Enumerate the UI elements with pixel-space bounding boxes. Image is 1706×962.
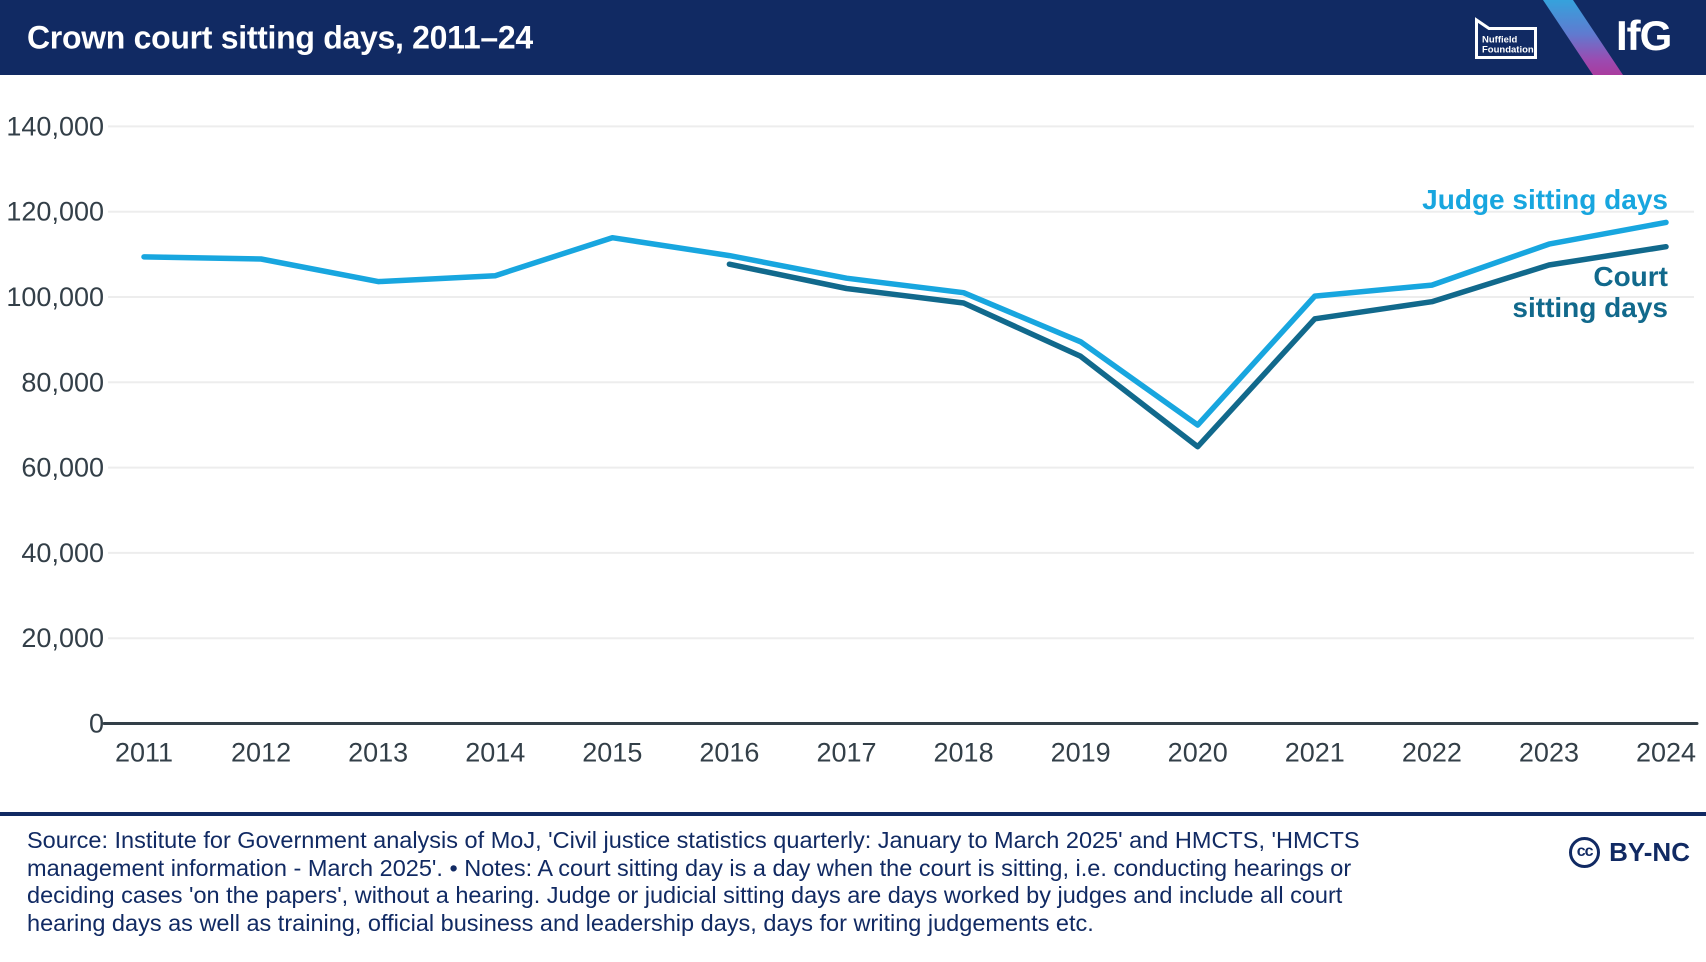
license-label: BY-NC: [1609, 837, 1690, 867]
footer: Source: Institute for Government analysi…: [0, 812, 1706, 962]
source-line-2: management information - March 2025'. • …: [27, 854, 1352, 881]
nuffield-logo-text-line1: Nuffield: [1482, 35, 1518, 46]
nuffield-foundation-logo: Nuffield Foundation: [1475, 17, 1537, 59]
source-notes-text: Source: Institute for Government analysi…: [27, 827, 1507, 937]
y-tick-label: 140,000: [6, 111, 104, 141]
series-label-court-line1: Court: [1593, 261, 1668, 292]
x-tick-label: 2015: [582, 738, 642, 768]
series-line-judge-sitting-days: [141, 219, 1669, 428]
title-bar: Crown court sitting days, 2011–24 Nuffie…: [0, 0, 1706, 75]
x-tick-label: 2021: [1285, 738, 1345, 768]
y-tick-label: 60,000: [21, 453, 104, 483]
x-tick-label: 2014: [465, 738, 525, 768]
x-tick-label: 2019: [1051, 738, 1111, 768]
x-tick-label: 2016: [699, 738, 759, 768]
y-tick-label: 100,000: [6, 282, 104, 312]
x-tick-label: 2020: [1168, 738, 1228, 768]
series-line-court-sitting-days: [726, 243, 1669, 450]
series-label-court-line2: sitting days: [1512, 292, 1668, 323]
x-tick-label: 2012: [231, 738, 291, 768]
x-tick-label: 2018: [934, 738, 994, 768]
series-label-court-sitting-days: Court sitting days: [1512, 261, 1668, 323]
source-line-3: deciding cases 'on the papers', without …: [27, 882, 1343, 908]
x-tick-label: 2011: [115, 738, 173, 768]
x-tick-label: 2013: [348, 738, 408, 768]
source-line-1: Source: Institute for Government analysi…: [27, 827, 1360, 853]
creative-commons-icon: cc: [1569, 837, 1601, 868]
y-tick-label: 80,000: [21, 367, 104, 397]
chart-area: 0 20,000 40,000 60,000 80,000 100,000 120,000 1…: [0, 75, 1706, 812]
y-tick-label: 0: [89, 709, 104, 739]
chart-svg: 0 20,000 40,000 60,000 80,000 100,000 120,000 1…: [6, 111, 1699, 768]
nuffield-logo-text-line2: Foundation: [1482, 45, 1534, 56]
ifg-brand-stripe-icon: [1543, 0, 1624, 75]
source-line-4: hearing days as well as training, offici…: [27, 909, 1094, 936]
y-tick-label: 40,000: [21, 538, 104, 568]
x-tick-label: 2023: [1519, 738, 1579, 768]
license-badge: cc BY-NC: [1569, 837, 1690, 868]
ifg-logo: IfG: [1616, 12, 1672, 59]
y-tick-label: 120,000: [6, 197, 104, 227]
page-title: Crown court sitting days, 2011–24: [27, 19, 533, 55]
x-tick-label: 2017: [816, 738, 876, 768]
x-tick-label: 2022: [1402, 738, 1462, 768]
x-tick-label: 2024: [1636, 738, 1696, 768]
series-label-judge-sitting-days: Judge sitting days: [1422, 184, 1668, 215]
y-tick-label: 20,000: [21, 623, 104, 653]
nuffield-logo-frame: [1475, 17, 1537, 59]
